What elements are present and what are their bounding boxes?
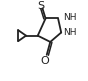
Text: S: S bbox=[37, 1, 44, 11]
Text: NH: NH bbox=[63, 28, 77, 37]
Text: O: O bbox=[40, 56, 49, 66]
Text: NH: NH bbox=[63, 13, 77, 22]
